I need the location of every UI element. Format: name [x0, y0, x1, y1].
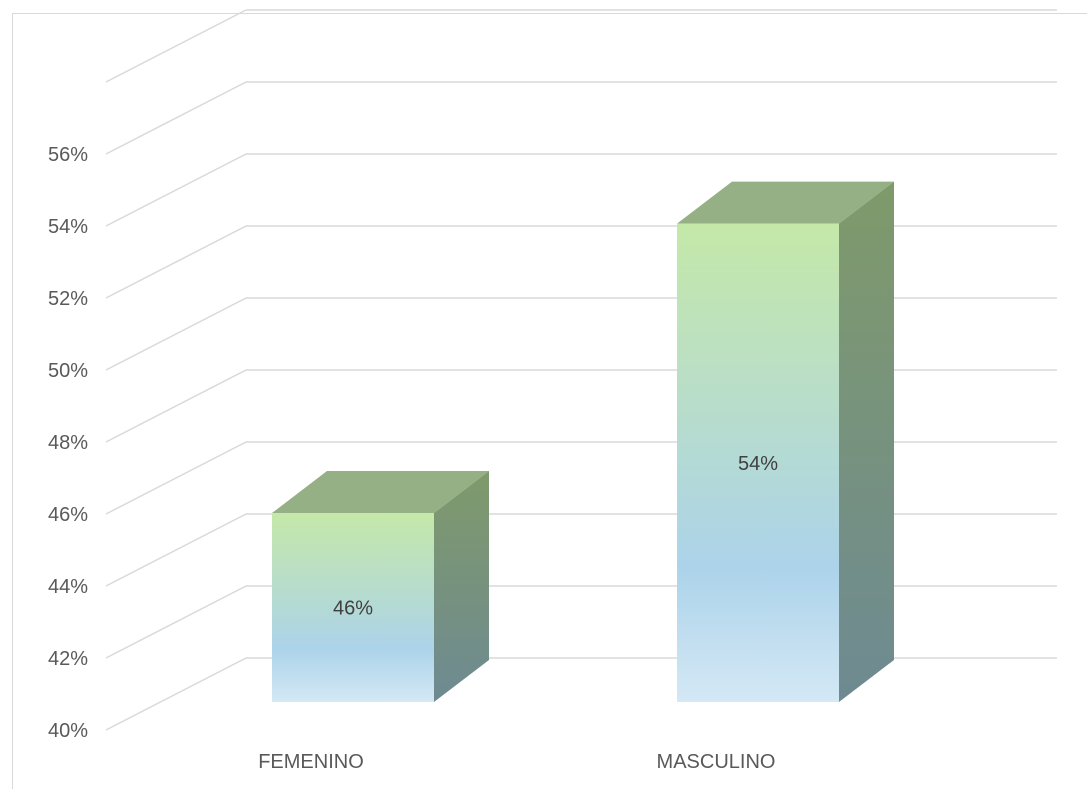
x-category-label: FEMENINO	[258, 751, 364, 773]
gridlines	[105, 9, 1057, 731]
gridline	[105, 9, 1057, 83]
y-tick-label: 46%	[48, 504, 88, 526]
y-tick-label: 52%	[48, 288, 88, 310]
gridline	[105, 225, 1057, 299]
gridline	[105, 369, 1057, 443]
gridline	[105, 657, 1057, 731]
data-label: 54%	[738, 453, 778, 475]
bar-top-face	[272, 471, 489, 514]
bar-side-face	[434, 471, 489, 702]
gridline	[105, 441, 1057, 515]
y-tick-label: 54%	[48, 216, 88, 238]
chart-frame	[12, 13, 1087, 789]
y-tick-label: 42%	[48, 648, 88, 670]
y-axis-tick-labels: 40% 42% 44% 46% 48% 50% 52% 54% 56%	[48, 144, 88, 742]
y-tick-label: 48%	[48, 432, 88, 454]
bar-top-face	[677, 181, 894, 224]
bars: 46% 54%	[272, 181, 894, 702]
y-tick-label: 56%	[48, 144, 88, 166]
gridline	[105, 297, 1057, 371]
bar-front-face	[272, 513, 434, 702]
y-tick-label: 40%	[48, 720, 88, 742]
bar-masculino: 54%	[677, 181, 894, 702]
gridline	[105, 585, 1057, 659]
gridline	[105, 513, 1057, 587]
bar-side-face	[839, 181, 894, 702]
bar-front-face	[677, 223, 839, 702]
x-category-label: MASCULINO	[657, 751, 776, 773]
bar-femenino: 46%	[272, 471, 489, 702]
y-tick-label: 44%	[48, 576, 88, 598]
data-label: 46%	[333, 598, 373, 620]
gridline	[105, 153, 1057, 227]
y-tick-label: 50%	[48, 360, 88, 382]
x-axis-category-labels: FEMENINO MASCULINO	[258, 751, 775, 773]
gridline	[105, 81, 1057, 155]
